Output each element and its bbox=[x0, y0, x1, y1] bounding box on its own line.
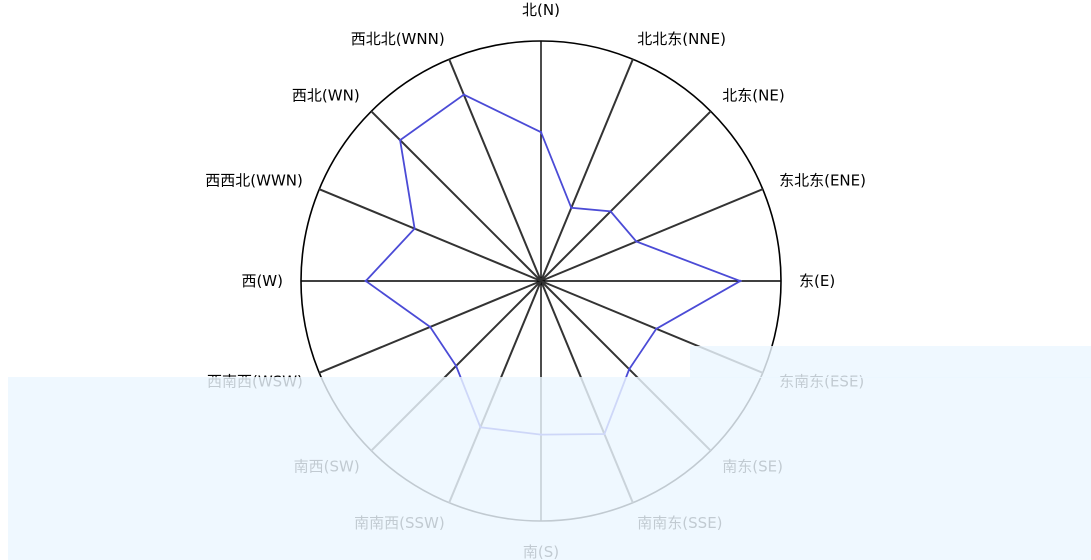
series-point bbox=[603, 432, 606, 436]
radar-spoke bbox=[540, 280, 712, 452]
direction-label: 东(E) bbox=[799, 272, 835, 290]
series-point bbox=[635, 240, 638, 243]
direction-label: 北北东(NNE) bbox=[637, 30, 726, 48]
direction-label: 北(N) bbox=[522, 1, 560, 19]
radar-spoke bbox=[540, 110, 712, 282]
direction-label: 北东(NE) bbox=[722, 87, 784, 105]
radar-spoke bbox=[370, 110, 542, 282]
radar-spoke bbox=[540, 188, 764, 282]
direction-label: 南东(SE) bbox=[722, 457, 783, 475]
series-point bbox=[655, 327, 658, 330]
series-point bbox=[539, 433, 543, 436]
direction-label: 南(S) bbox=[523, 543, 559, 560]
series-point bbox=[413, 227, 416, 230]
series-point bbox=[609, 210, 612, 213]
series-polygon bbox=[364, 93, 743, 436]
radar-spoke bbox=[318, 188, 542, 282]
series-point bbox=[364, 279, 367, 283]
grid-layer bbox=[300, 40, 782, 522]
direction-label: 南西(SW) bbox=[294, 457, 360, 475]
direction-label: 东南东(ESE) bbox=[779, 372, 864, 390]
series-point bbox=[479, 426, 482, 429]
direction-label: 东北东(ENE) bbox=[779, 172, 866, 190]
direction-label: 南南东(SSE) bbox=[637, 514, 722, 532]
series-point bbox=[570, 206, 573, 209]
series-point bbox=[398, 138, 402, 142]
direction-label: 南南西(SSW) bbox=[354, 514, 445, 532]
series-point bbox=[454, 364, 458, 368]
direction-label: 西南西(WSW) bbox=[207, 372, 303, 390]
series-point bbox=[628, 368, 631, 371]
series-layer bbox=[364, 93, 743, 436]
direction-label: 西西北(WWN) bbox=[205, 172, 303, 190]
series-point bbox=[739, 279, 742, 283]
series-point bbox=[462, 93, 466, 96]
direction-label: 西北北(WNN) bbox=[351, 30, 445, 48]
radar-spoke bbox=[540, 58, 634, 282]
series-point bbox=[428, 325, 432, 329]
series-point bbox=[539, 131, 543, 134]
direction-label: 西(W) bbox=[241, 272, 283, 290]
direction-label: 西北(WN) bbox=[292, 87, 360, 105]
radar-spoke bbox=[448, 58, 542, 282]
